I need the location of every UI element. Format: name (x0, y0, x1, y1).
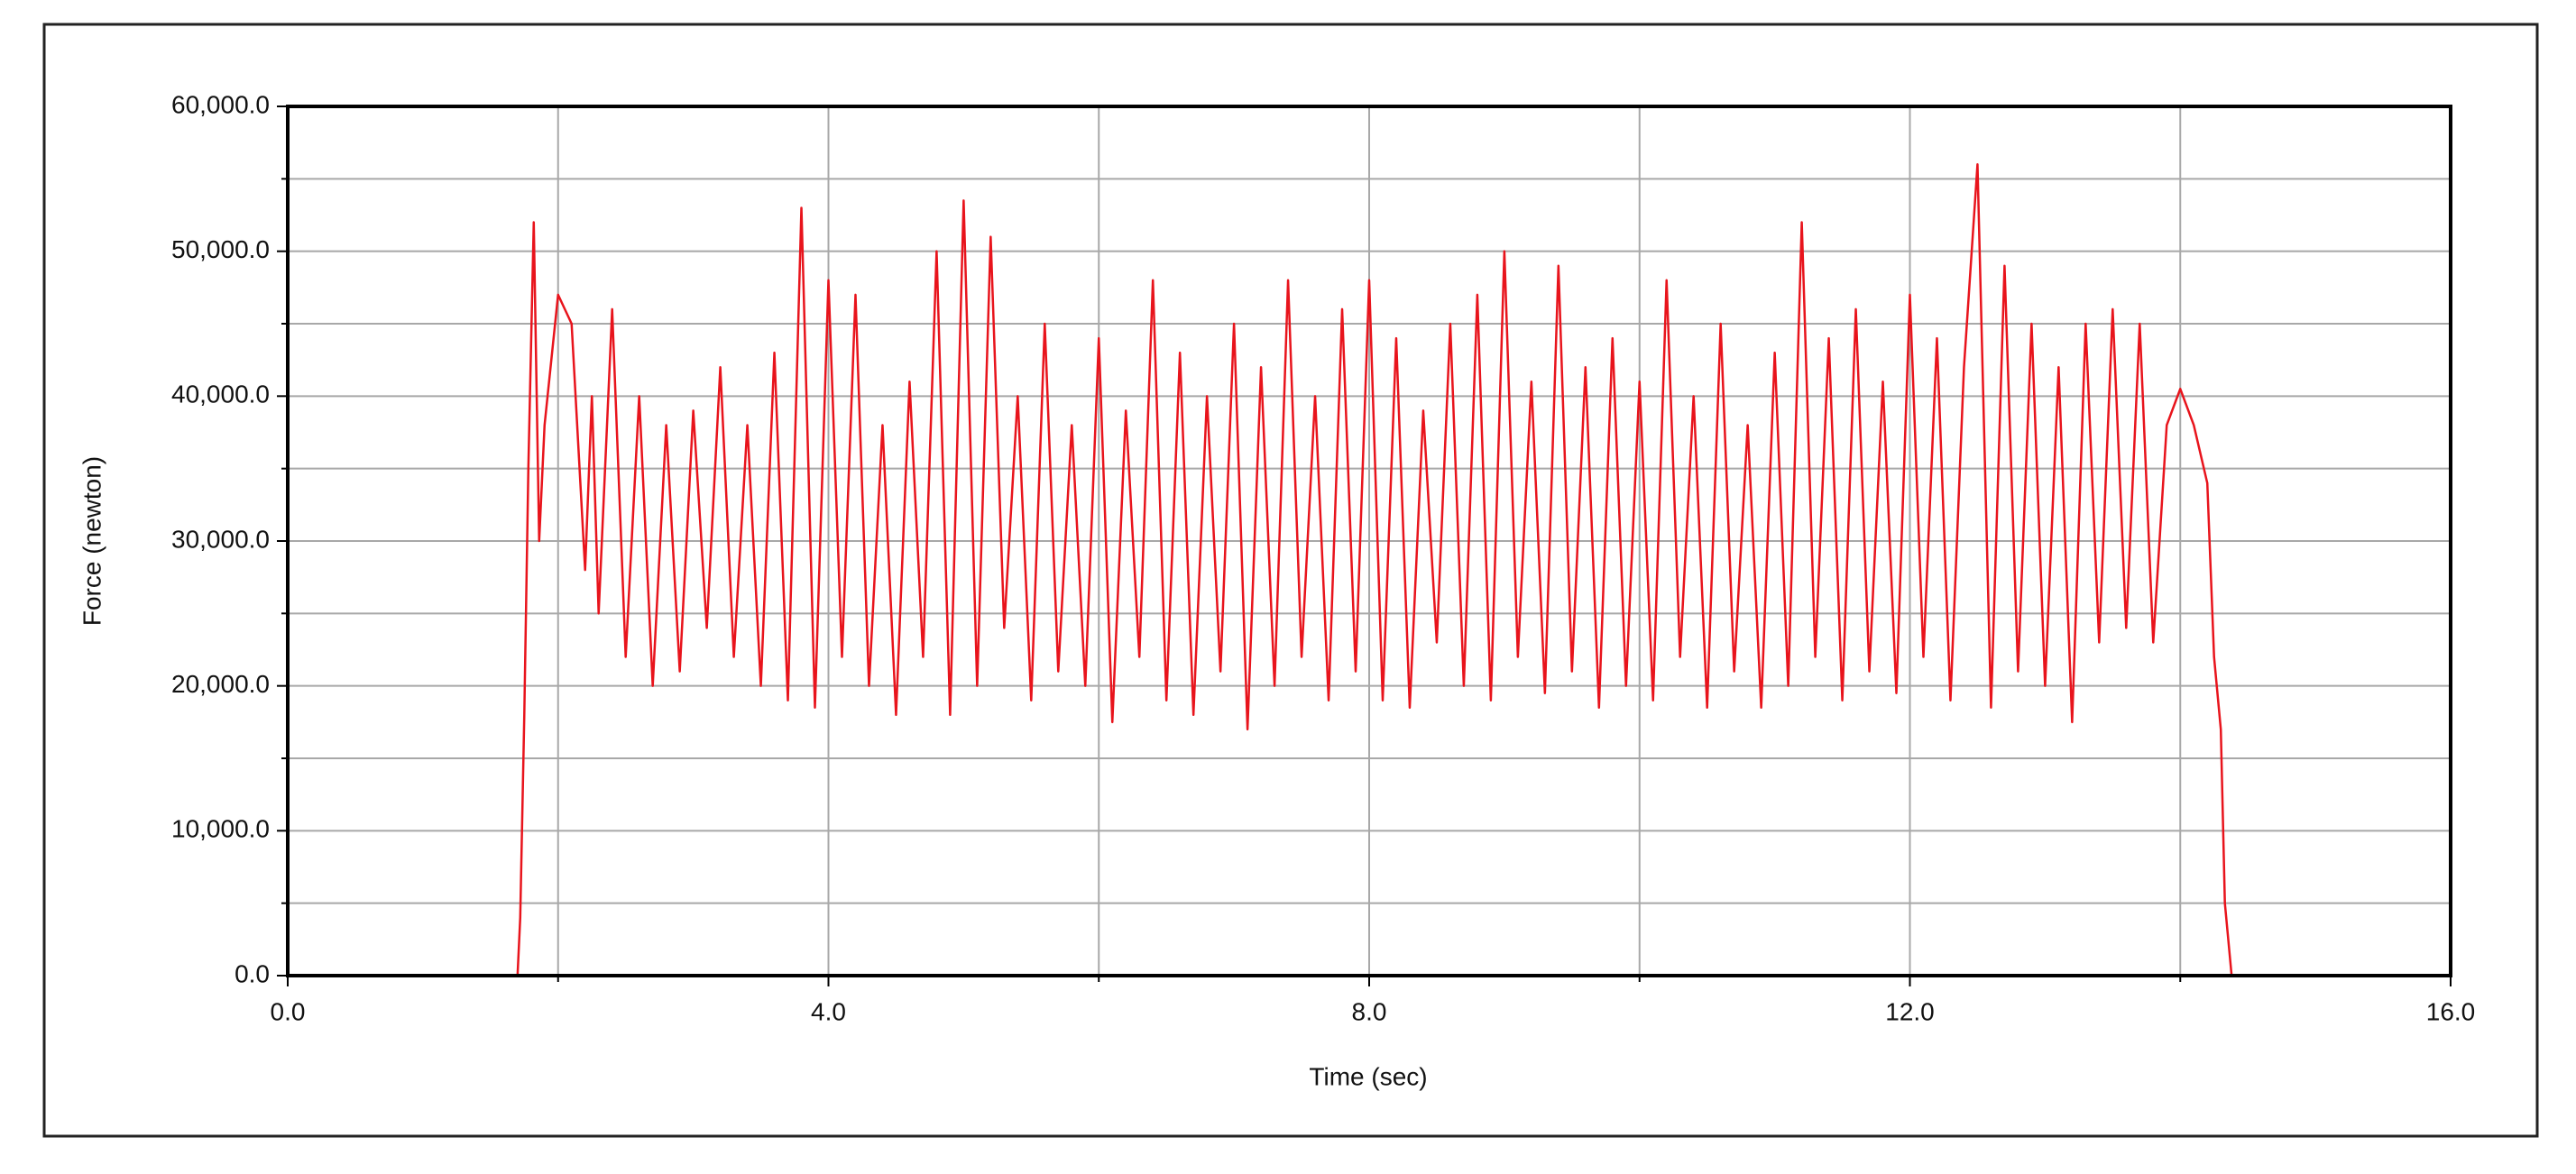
y-axis-label: Force (newton) (78, 456, 106, 626)
x-tick-label: 12.0 (1885, 997, 1935, 1025)
y-tick-label: 40,000.0 (171, 381, 270, 408)
x-tick-label: 8.0 (1352, 997, 1387, 1025)
force-line (503, 163, 2233, 977)
x-tick-label: 0.0 (271, 997, 306, 1025)
y-tick-label: 60,000.0 (171, 90, 270, 118)
y-tick-label: 10,000.0 (171, 815, 270, 843)
x-axis-label: Time (sec) (1309, 1062, 1427, 1090)
y-tick-label: 30,000.0 (171, 525, 270, 553)
x-tick-label: 4.0 (811, 997, 846, 1025)
plot (503, 163, 2233, 977)
y-tick-label: 50,000.0 (171, 235, 270, 263)
x-tick-label: 16.0 (2426, 997, 2476, 1025)
y-tick-label: 0.0 (235, 959, 270, 987)
y-tick-label: 20,000.0 (171, 670, 270, 698)
frame (42, 23, 2539, 1138)
plot-border (286, 105, 2452, 977)
